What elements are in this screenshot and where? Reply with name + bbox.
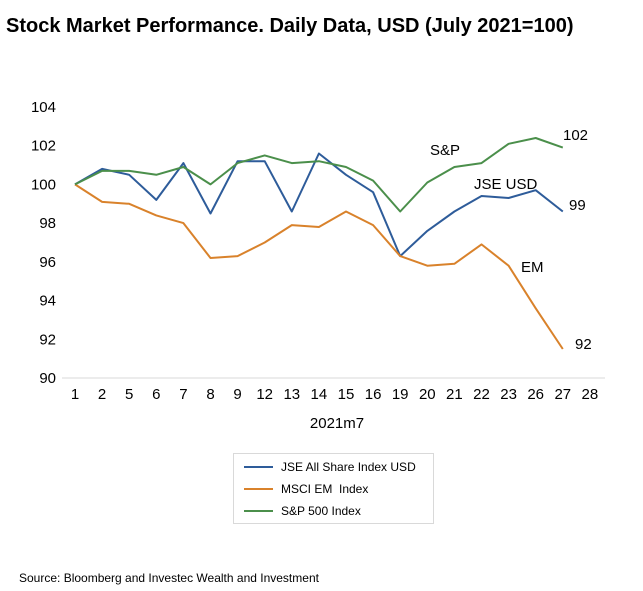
x-axis: 1 2 5 6 7 8 9 12 13 14 15 16 19 20 21 22 23 26 27 28 xyxy=(71,386,598,403)
x-tick-label: 14 xyxy=(311,386,328,403)
x-tick-label: 6 xyxy=(152,386,160,403)
y-tick-label: 92 xyxy=(39,331,56,348)
x-tick-label: 9 xyxy=(233,386,241,403)
y-tick-label: 90 xyxy=(39,370,56,387)
y-tick-label: 98 xyxy=(39,215,56,232)
y-tick-label: 100 xyxy=(31,176,56,193)
annotation-em: EM xyxy=(521,259,544,276)
legend-label-sp: S&P 500 Index xyxy=(281,504,361,518)
y-tick-label: 96 xyxy=(39,254,56,271)
x-tick-label: 20 xyxy=(419,386,436,403)
y-axis: 90 92 94 96 98 100 102 104 xyxy=(31,99,56,387)
legend-label-msci: MSCI EM Index xyxy=(281,482,369,496)
source-note: Source: Bloomberg and Investec Wealth an… xyxy=(19,571,319,585)
annotation-jse-usd: JSE USD xyxy=(474,176,538,193)
x-tick-label: 27 xyxy=(554,386,571,403)
legend-label-jse: JSE All Share Index USD xyxy=(281,460,416,474)
x-tick-label: 21 xyxy=(446,386,463,403)
chart-legend: JSE All Share Index USD MSCI EM Index S&… xyxy=(233,453,434,524)
x-tick-label: 8 xyxy=(206,386,214,403)
legend-item-msci: MSCI EM Index xyxy=(244,480,368,498)
legend-swatch-msci xyxy=(244,488,273,490)
annotation-102: 102 xyxy=(563,127,588,144)
x-tick-label: 1 xyxy=(71,386,79,403)
x-tick-label: 13 xyxy=(283,386,300,403)
legend-swatch-jse xyxy=(244,466,273,468)
annotation-92: 92 xyxy=(575,336,592,353)
x-tick-label: 19 xyxy=(392,386,409,403)
x-tick-label: 26 xyxy=(527,386,544,403)
x-tick-label: 23 xyxy=(500,386,517,403)
x-tick-label: 15 xyxy=(338,386,355,403)
x-tick-label: 28 xyxy=(582,386,599,403)
annotation-99: 99 xyxy=(569,197,586,214)
x-tick-label: 22 xyxy=(473,386,490,403)
y-tick-label: 102 xyxy=(31,138,56,155)
y-tick-label: 94 xyxy=(39,293,56,310)
legend-swatch-sp xyxy=(244,510,273,512)
x-tick-label: 16 xyxy=(365,386,382,403)
legend-item-sp: S&P 500 Index xyxy=(244,502,361,520)
x-tick-label: 2 xyxy=(98,386,106,403)
x-tick-label: 5 xyxy=(125,386,133,403)
x-tick-label: 7 xyxy=(179,386,187,403)
series-group xyxy=(74,137,564,350)
series-line-1 xyxy=(74,183,564,350)
x-tick-label: 12 xyxy=(256,386,273,403)
x-axis-label: 2021m7 xyxy=(310,415,364,432)
series-line-0 xyxy=(74,152,564,258)
annotation-sp: S&P xyxy=(430,142,460,159)
chart-title: Stock Market Performance. Daily Data, US… xyxy=(6,15,574,37)
y-tick-label: 104 xyxy=(31,99,56,116)
series-line-2 xyxy=(74,137,564,213)
legend-item-jse: JSE All Share Index USD xyxy=(244,458,416,476)
